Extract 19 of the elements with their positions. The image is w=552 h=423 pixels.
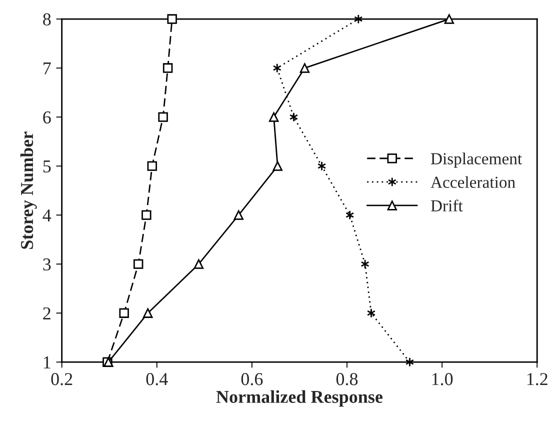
x-tick-label: 0.6 [241,373,263,386]
y-tick-label: 5 [43,160,51,172]
y-tick-label: 8 [43,13,51,26]
x-tick-label: 0.4 [146,373,168,386]
legend-label: Drift [430,200,463,212]
x-tick-label: 1.2 [527,373,548,386]
y-axis-title: Storey Number [20,132,37,249]
legend-label: Displacement [430,152,522,168]
y-tick-label: 1 [44,356,50,368]
x-axis-title: Normalized Response [216,390,382,407]
y-tick-label: 3 [43,258,51,271]
y-tick-label: 6 [43,111,51,124]
x-tick-label: 0.8 [336,373,358,386]
y-tick-label: 4 [42,209,52,222]
x-tick-label: 0.2 [51,373,72,386]
legend-label: Acceleration [430,176,516,188]
y-tick-label: 2 [43,307,50,320]
x-tick-label: 1.0 [432,373,453,386]
y-tick-label: 7 [44,62,51,74]
